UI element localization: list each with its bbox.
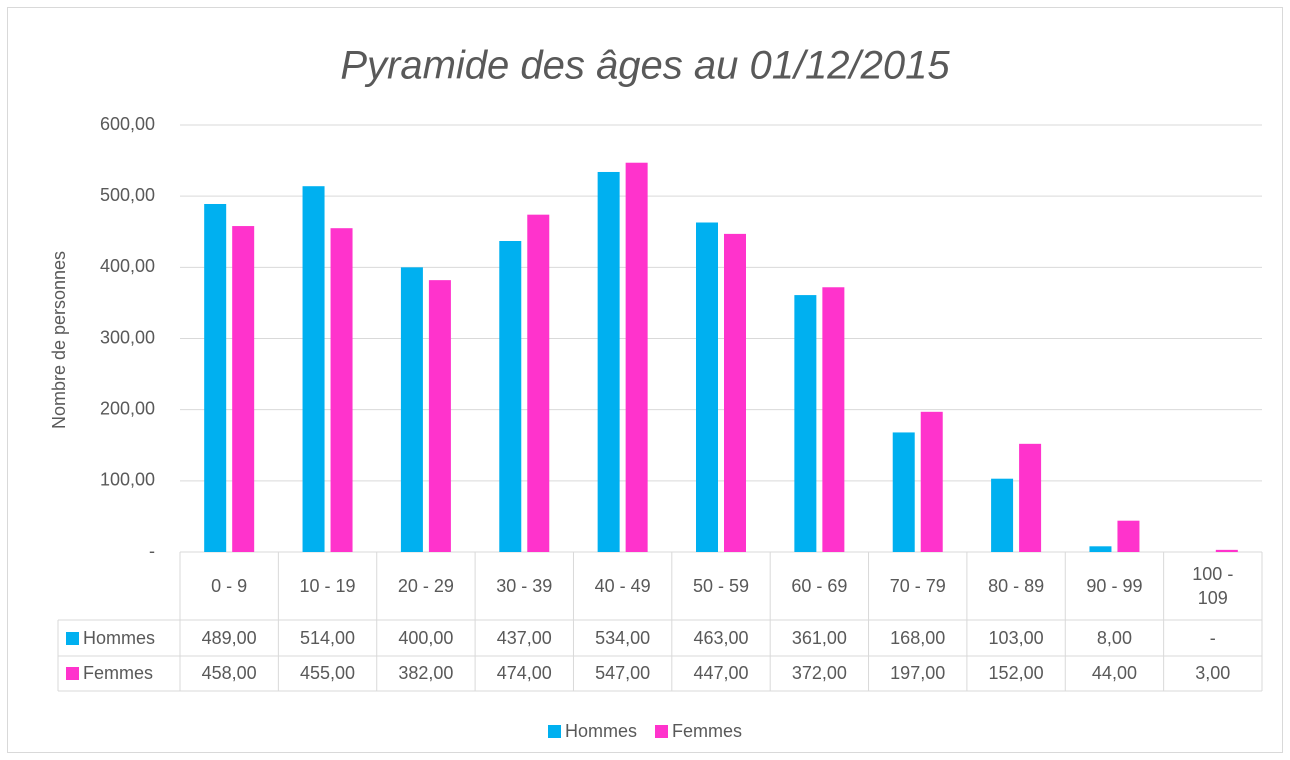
table-value: 3,00 <box>1195 663 1231 684</box>
x-tick-label: 60 - 69 <box>791 575 848 596</box>
chart-title: Pyramide des âges au 01/12/2015 <box>340 44 950 88</box>
x-tick-label: 70 - 79 <box>889 575 946 596</box>
table-value: 547,00 <box>595 663 651 684</box>
table-row-header: Hommes <box>58 620 180 656</box>
table-value: 152,00 <box>988 663 1044 684</box>
bar <box>794 295 817 552</box>
bar <box>302 186 325 552</box>
table-value: 455,00 <box>300 663 356 684</box>
x-tick-label: 10 - 19 <box>299 575 356 596</box>
legend-label: Hommes <box>564 720 637 741</box>
bar <box>625 162 648 553</box>
row-header-text: Femmes <box>83 663 154 684</box>
bar <box>1089 546 1112 552</box>
x-tick-label: 30 - 39 <box>496 575 553 596</box>
table-value: 372,00 <box>791 663 847 684</box>
table-value: 463,00 <box>693 627 749 648</box>
bar <box>892 432 915 552</box>
y-tick-label: 600,00 <box>100 114 155 134</box>
bar <box>428 280 451 552</box>
table-value: - <box>1209 627 1216 648</box>
table-value: 197,00 <box>890 663 946 684</box>
bar <box>232 226 255 552</box>
table-value: 447,00 <box>693 663 749 684</box>
x-tick-label: 100 - 109 <box>1192 563 1234 608</box>
bar <box>991 478 1014 552</box>
x-tick-label: 80 - 89 <box>988 575 1045 596</box>
y-tick-label: - <box>149 541 155 561</box>
legend-swatch <box>66 631 79 645</box>
y-tick-label: 100,00 <box>100 470 155 490</box>
y-axis-label: Nombre de personnes <box>49 251 69 429</box>
bar <box>330 228 353 553</box>
y-tick-label: 200,00 <box>100 398 155 418</box>
table-value: 400,00 <box>398 627 454 648</box>
row-header-text: Hommes <box>83 627 156 648</box>
table-value: 458,00 <box>201 663 257 684</box>
bar <box>696 222 718 552</box>
bar <box>499 241 522 553</box>
bar <box>597 171 620 552</box>
table-value: 534,00 <box>595 627 651 648</box>
bar <box>1117 520 1140 552</box>
table-value: 103,00 <box>988 627 1044 648</box>
legend-item: Femmes <box>655 721 742 742</box>
bar <box>204 203 227 552</box>
table-value: 8,00 <box>1096 627 1132 648</box>
bar <box>724 233 746 552</box>
table-value: 489,00 <box>201 627 257 648</box>
x-tick-label: 50 - 59 <box>692 575 750 596</box>
x-tick-label: 20 - 29 <box>397 575 454 596</box>
legend-swatch <box>655 724 668 738</box>
bar <box>400 267 423 552</box>
table-value: 168,00 <box>890 627 946 648</box>
legend: Hommes Femmes <box>0 718 1290 744</box>
table-value: 44,00 <box>1091 663 1137 684</box>
x-tick-label: 40 - 49 <box>594 575 651 596</box>
legend-swatch <box>66 667 79 680</box>
bar <box>920 411 943 552</box>
table-value: 514,00 <box>300 627 356 648</box>
y-tick-label: 500,00 <box>100 185 155 205</box>
table-value: 474,00 <box>496 663 552 684</box>
x-tick-label: 90 - 99 <box>1086 575 1143 596</box>
y-tick-label: 400,00 <box>100 256 155 276</box>
table-row-header: Femmes <box>58 656 180 691</box>
table-value: 382,00 <box>398 663 454 684</box>
legend-item: Hommes <box>547 720 637 742</box>
legend-label: Femmes <box>672 720 743 741</box>
table-value: 437,00 <box>496 627 552 648</box>
table-value: 361,00 <box>791 627 847 648</box>
y-tick-label: 300,00 <box>100 327 155 347</box>
x-tick-label: 0 - 9 <box>211 575 248 596</box>
bar <box>1215 549 1238 552</box>
bar <box>1019 443 1042 552</box>
bar <box>527 214 550 553</box>
bar <box>822 287 845 552</box>
legend-swatch <box>547 724 561 738</box>
